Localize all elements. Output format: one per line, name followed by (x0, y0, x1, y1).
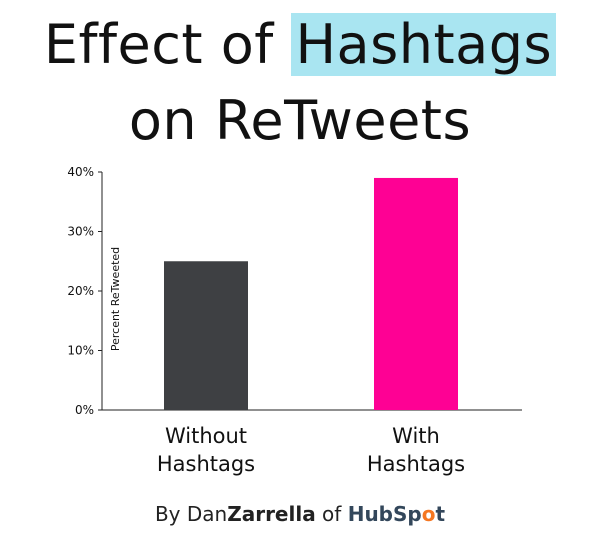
y-axis-label: Percent ReTweeted (109, 247, 122, 351)
x-category-label: With (392, 424, 440, 448)
y-tick-label: 20% (67, 284, 94, 298)
x-category-label: Without (165, 424, 247, 448)
title-part1: Effect of (43, 13, 292, 76)
chart-labels: Without Hashtags With Hashtags (157, 424, 465, 476)
logo-sprocket: o (421, 502, 436, 526)
logo-part-a: HubSp (347, 502, 422, 526)
y-tick-label: 30% (67, 225, 94, 239)
logo-part-b: t (435, 502, 446, 526)
credit-line: By DanZarrella of HubSpot (0, 502, 600, 526)
x-category-label: Hashtags (367, 452, 465, 476)
credit-mid: of (315, 502, 348, 526)
credit-name: Zarrella (227, 502, 316, 526)
y-tick-label: 10% (67, 344, 94, 358)
credit-prefix: By Dan (154, 502, 228, 526)
chart-bars (164, 177, 458, 410)
hubspot-logo: HubSpot (348, 502, 445, 526)
x-category-label: Hashtags (157, 452, 255, 476)
chart-title-line2: on ReTweets (128, 89, 472, 152)
chart-title-line1: Effect of Hashtags (0, 12, 600, 78)
bar-chart: 0% 10% 20% 30% 40% Percent ReTweeted Without H… (67, 165, 522, 476)
y-tick-label: 0% (75, 403, 94, 417)
bar-1 (374, 177, 458, 410)
bar-0 (164, 261, 248, 410)
y-tick-label: 40% (67, 165, 94, 179)
title-highlight: Hashtags (291, 13, 557, 76)
